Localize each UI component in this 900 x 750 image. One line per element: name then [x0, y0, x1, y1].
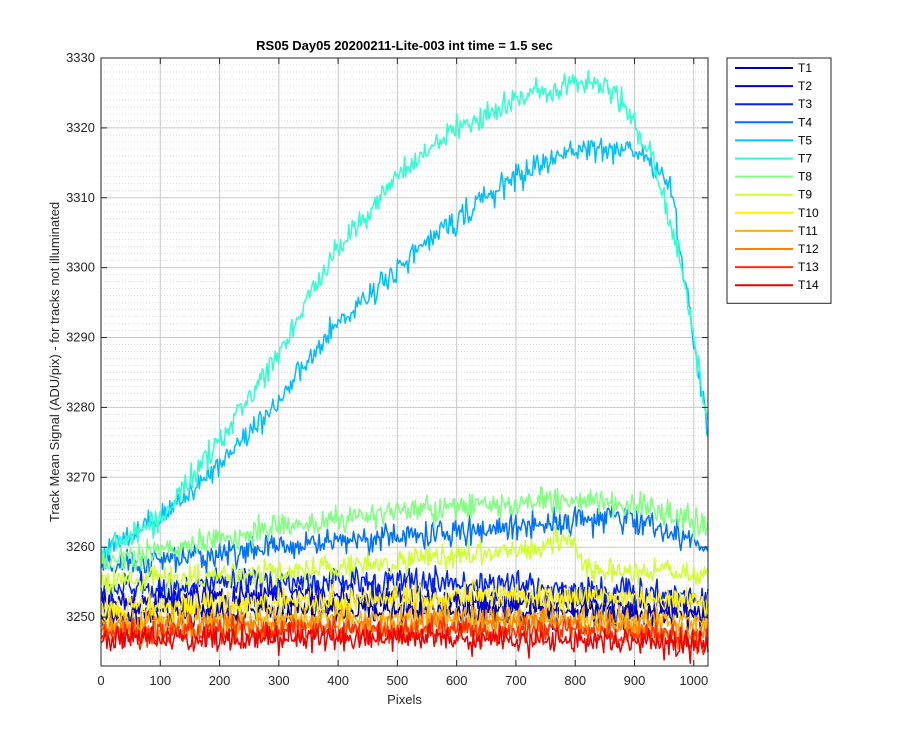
series-line-t10: [100, 578, 709, 626]
legend-label-t12: T12: [798, 242, 819, 256]
axis-ticks: 0 100 200 300 400 500 600 700 800 900 1000 3250 3260…: [66, 50, 708, 688]
x-tick-label: 900: [624, 673, 646, 688]
y-tick-label: 3310: [66, 190, 95, 205]
x-tick-label: 500: [387, 673, 409, 688]
legend: T1 T2 T3 T4 T5 T7 T8 T9 T10 T11 T12 T13 T14: [726, 57, 832, 304]
y-tick-label: 3300: [66, 260, 95, 275]
x-tick-label: 600: [446, 673, 468, 688]
legend-label-t4: T4: [798, 115, 812, 129]
y-axis-label: Track Mean Signal (ADU/pix) - for tracks…: [47, 202, 62, 522]
series-line-t5: [100, 137, 709, 565]
legend-label-t1: T1: [798, 61, 812, 75]
y-tick-label: 3280: [66, 399, 95, 414]
x-tick-label: 100: [149, 673, 171, 688]
legend-box: [726, 57, 832, 304]
y-tick-label: 3330: [66, 50, 95, 65]
series-line-t4: [100, 505, 709, 578]
legend-label-t11: T11: [798, 224, 818, 238]
y-tick-label: 3320: [66, 120, 95, 135]
y-tick-label: 3250: [66, 609, 95, 624]
series-line-t14: [100, 621, 709, 664]
x-tick-label: 200: [209, 673, 231, 688]
y-tick-label: 3270: [66, 469, 95, 484]
legend-label-t14: T14: [798, 278, 819, 292]
legend-label-t3: T3: [798, 97, 812, 111]
legend-label-t9: T9: [798, 188, 812, 202]
y-tick-label: 3260: [66, 539, 95, 554]
legend-label-t8: T8: [798, 170, 812, 184]
plot-area-frame: [100, 57, 709, 667]
x-tick-label: 0: [97, 673, 104, 688]
series-line-t3: [100, 565, 709, 609]
series-line-t8: [100, 486, 709, 572]
grid: [100, 57, 708, 667]
legend-label-t10: T10: [798, 206, 819, 220]
chart-title: RS05 Day05 20200211-Lite-003 int time = …: [256, 38, 553, 53]
series-line-t9: [100, 524, 709, 597]
series-line-t7: [100, 69, 709, 569]
x-tick-label: 1000: [679, 673, 708, 688]
legend-label-t13: T13: [798, 260, 819, 274]
legend-label-t5: T5: [798, 133, 812, 147]
legend-label-t7: T7: [798, 152, 812, 166]
x-tick-label: 700: [505, 673, 527, 688]
legend-label-t2: T2: [798, 79, 812, 93]
x-tick-label: 400: [327, 673, 349, 688]
series-lines: [100, 69, 709, 664]
x-axis-label: Pixels: [387, 692, 422, 707]
y-tick-label: 3290: [66, 330, 95, 345]
x-tick-label: 300: [268, 673, 290, 688]
x-tick-label: 800: [564, 673, 586, 688]
